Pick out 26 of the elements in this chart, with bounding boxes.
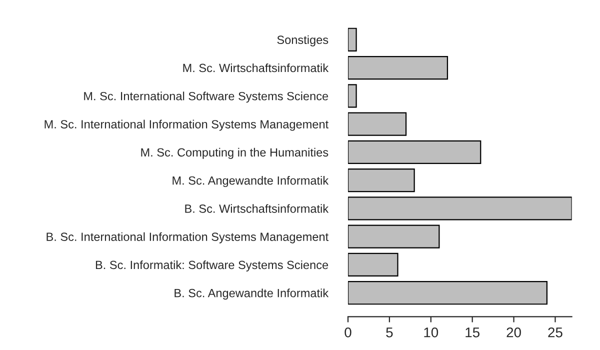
y-tick-label: B. Sc. Wirtschaftsinformatik	[185, 204, 329, 213]
y-tick-label: M. Sc. International Software Systems Science	[84, 92, 328, 103]
y-tick-label: Sonstiges	[277, 35, 328, 46]
x-tick-label: 25	[548, 327, 562, 338]
y-tick-label: B. Sc. International Information Systems Management	[46, 232, 328, 244]
x-tick-label: 0	[344, 327, 352, 338]
y-tick-label: M. Sc. International Information Systems Management	[44, 120, 328, 131]
bar	[348, 112, 407, 136]
y-tick-label: M. Sc. Computing in the Humanities	[141, 148, 328, 159]
bar	[348, 28, 357, 52]
y-tick-label: M. Sc. Wirtschaftsinformatik	[183, 63, 329, 72]
bar	[348, 252, 398, 277]
y-tick-label: M. Sc. Angewandte Informatik	[172, 176, 329, 188]
bar	[348, 281, 548, 305]
bar	[348, 84, 357, 108]
y-tick-label: B. Sc. Informatik: Software Systems Science	[96, 260, 328, 272]
bar	[348, 56, 448, 80]
bar	[348, 196, 572, 220]
bar	[348, 140, 482, 164]
x-tick-label: 10	[424, 327, 438, 338]
x-tick-label: 15	[466, 328, 480, 338]
x-tick-label: 5	[386, 328, 393, 338]
x-tick-label: 20	[506, 327, 521, 338]
bar	[348, 224, 440, 248]
y-tick-label: B. Sc. Angewandte Informatik	[174, 288, 329, 300]
bar	[348, 168, 415, 192]
